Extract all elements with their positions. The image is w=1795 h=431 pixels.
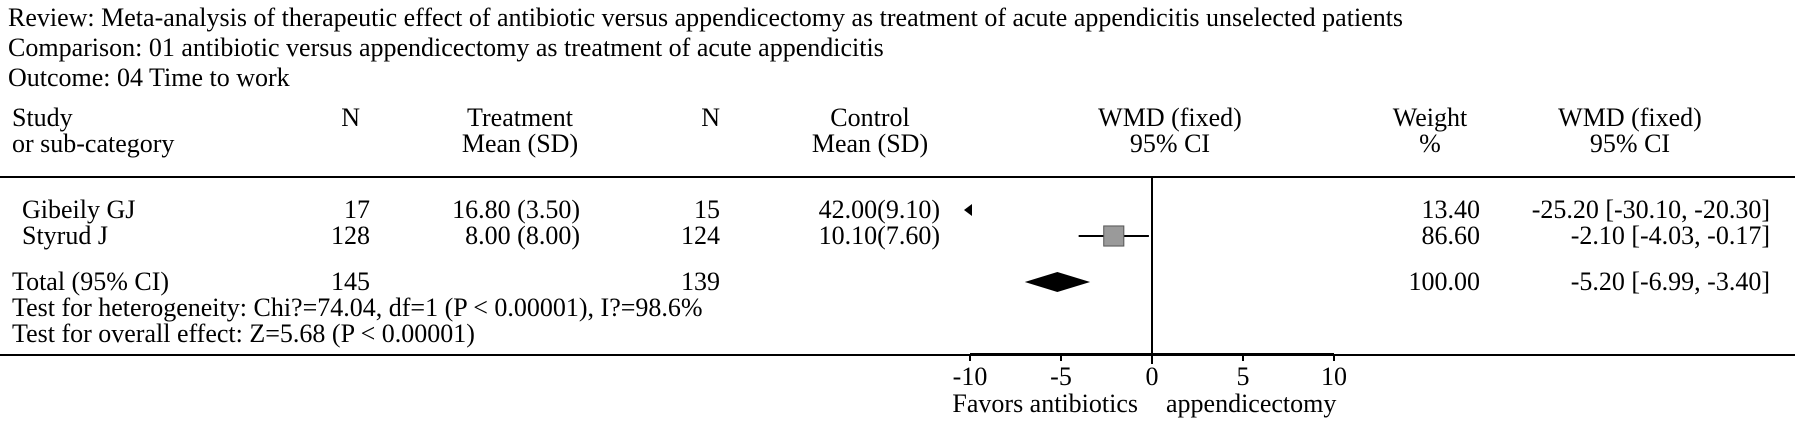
- x-tick-label: 10: [1321, 362, 1347, 391]
- study-offscale-arrow: [964, 204, 972, 216]
- weight-value: 13.40: [1421, 195, 1481, 224]
- header-rule: [0, 176, 1795, 178]
- header-treatment: Treatment: [467, 103, 573, 132]
- header-control: Control: [830, 103, 910, 132]
- n-treatment: 128: [331, 221, 370, 250]
- x-tick-label: 5: [1237, 362, 1250, 391]
- header-n-control: N: [701, 103, 720, 132]
- header-wmd-ci: 95% CI: [1129, 129, 1211, 158]
- outcome-title: Outcome: 04 Time to work: [8, 63, 290, 92]
- footer-rule: [0, 354, 1795, 356]
- pooled-diamond: [1024, 272, 1091, 292]
- total-ci: -5.20 [-6.99, -3.40]: [1570, 267, 1770, 296]
- x-tick-label: -10: [953, 362, 988, 391]
- header-control-meansd: Mean (SD): [811, 129, 929, 158]
- study-name: Styrud J: [22, 221, 108, 250]
- weight-value: 86.60: [1421, 221, 1481, 250]
- ci-value: -2.10 [-4.03, -0.17]: [1570, 221, 1770, 250]
- total-n-treatment: 145: [331, 267, 370, 296]
- header-weight-pct: %: [1419, 129, 1441, 158]
- comparison-title: Comparison: 01 antibiotic versus appendi…: [8, 33, 884, 62]
- header-subcategory: or sub-category: [12, 129, 175, 158]
- total-label: Total (95% CI): [12, 267, 170, 296]
- header-study: Study: [12, 103, 73, 132]
- x-tick-label: -5: [1050, 362, 1072, 391]
- review-title: Review: Meta-analysis of therapeutic eff…: [8, 3, 1404, 32]
- treatment-meansd: 16.80 (3.50): [452, 195, 580, 224]
- study-point-square: [1103, 225, 1125, 247]
- header-treatment-meansd: Mean (SD): [461, 129, 579, 158]
- total-weight: 100.00: [1408, 267, 1481, 296]
- n-treatment: 17: [344, 195, 370, 224]
- x-tick-label: 0: [1146, 362, 1159, 391]
- header-ci-95: 95% CI: [1589, 129, 1671, 158]
- n-control: 124: [681, 221, 720, 250]
- ci-value: -25.20 [-30.10, -20.30]: [1531, 195, 1770, 224]
- overall-effect-test: Test for overall effect: Z=5.68 (P < 0.0…: [12, 319, 475, 348]
- heterogeneity-test: Test for heterogeneity: Chi?=74.04, df=1…: [12, 293, 703, 322]
- favors-left-label: Favors antibiotics: [952, 389, 1138, 418]
- header-weight: Weight: [1392, 103, 1468, 132]
- treatment-meansd: 8.00 (8.00): [465, 221, 580, 250]
- header-wmd: WMD (fixed): [1098, 103, 1242, 132]
- favors-right-label: appendicectomy: [1166, 389, 1336, 418]
- header-n-treatment: N: [341, 103, 360, 132]
- control-meansd: 42.00(9.10): [818, 195, 940, 224]
- study-name: Gibeily GJ: [22, 195, 136, 224]
- total-n-control: 139: [681, 267, 720, 296]
- control-meansd: 10.10(7.60): [818, 221, 940, 250]
- header-ci: WMD (fixed): [1558, 103, 1702, 132]
- n-control: 15: [694, 195, 720, 224]
